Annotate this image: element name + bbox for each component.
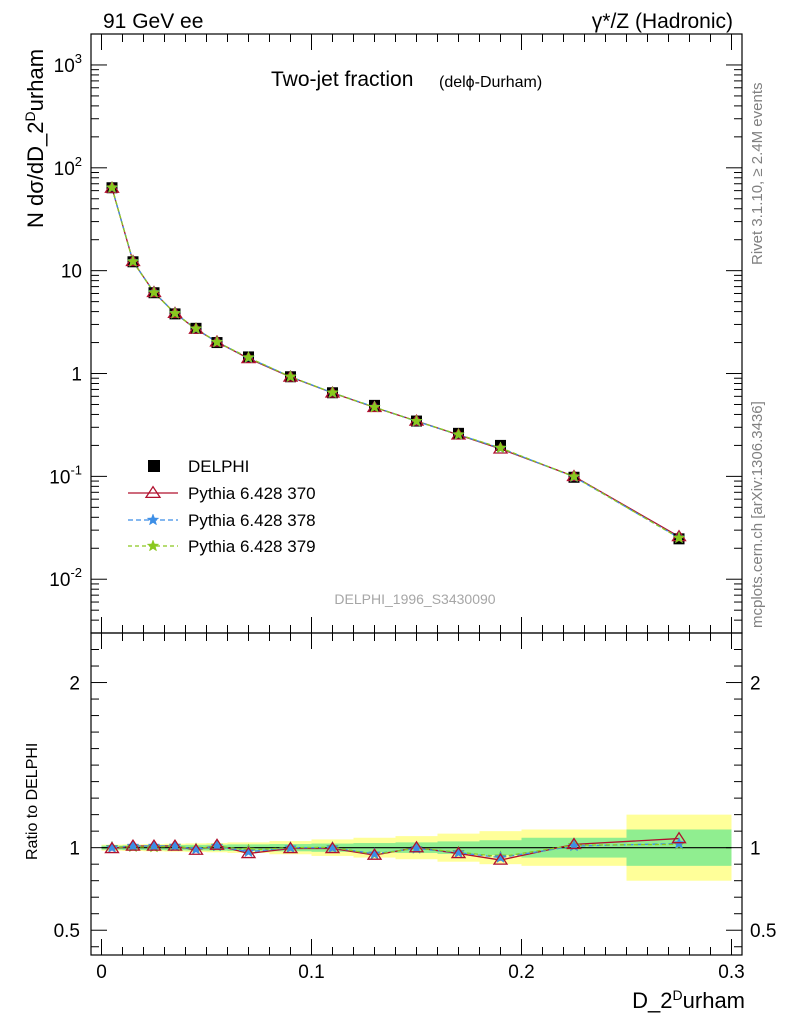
ratio-point-370 (125, 838, 141, 851)
data-point-379 (672, 531, 686, 544)
ratio-y-axis-label: Ratio to DELPHI (24, 743, 41, 860)
x-axis-label: D_2Durham (632, 987, 745, 1013)
data-point-379 (168, 306, 182, 319)
data-point-379 (284, 370, 297, 383)
data-point-379 (567, 469, 581, 483)
legend-label: Pythia 6.428 379 (188, 537, 316, 556)
legend-label: DELPHI (188, 457, 249, 476)
ratio-panel: Ratio to DELPHI D_2Durham 0.5 0.5 1 1 2 2 0 0.1… (24, 632, 776, 1013)
header-left: 91 GeV ee (103, 10, 203, 33)
y-tick-label: 10-2 (49, 565, 82, 591)
ratio-y-tick-label-right: 1 (750, 839, 761, 860)
ratio-point-378 (105, 840, 119, 854)
data-point-379 (189, 321, 203, 335)
y-tick-label: 10 (61, 262, 82, 283)
ratio-y-tick-label-right: 0.5 (750, 921, 776, 942)
ratio-point-378 (452, 845, 465, 859)
data-point-379 (410, 414, 423, 427)
legend-marker-370 (144, 485, 162, 499)
legend-marker-delphi (148, 460, 160, 472)
ratio-panel-frame (90, 632, 743, 956)
legend-label: Pythia 6.428 378 (188, 511, 316, 530)
ratio-point-370 (492, 853, 509, 865)
x-tick-label: 0.2 (508, 962, 534, 983)
data-point-379 (210, 335, 224, 348)
data-point-379 (326, 385, 339, 399)
ratio-point-378 (368, 847, 381, 860)
ratio-point-370 (188, 843, 204, 855)
ratio-point-370 (167, 838, 183, 851)
x-tick-label: 0.1 (298, 962, 324, 983)
y-tick-label: 10-1 (49, 462, 82, 488)
ratio-point-370 (324, 841, 341, 854)
data-point-379 (126, 254, 140, 268)
ratio-point-378 (242, 845, 255, 858)
ratio-point-378 (494, 850, 507, 864)
ratio-point-370 (240, 846, 257, 859)
analysis-id: DELPHI_1996_S3430090 (334, 591, 495, 607)
y-tick-label: 103 (54, 51, 82, 77)
ratio-point-378 (147, 839, 161, 852)
data-point-379 (494, 441, 507, 454)
ratio-point-378 (126, 839, 140, 852)
legend-marker-star (146, 513, 160, 526)
ratio-point-370 (104, 841, 120, 854)
ratio-line-2 (111, 843, 680, 858)
ratio-point-370 (566, 837, 582, 850)
data-point-379 (147, 285, 161, 299)
main-panel: Two-jet fraction (delϕ-Durham) N dσ/dD_2… (22, 33, 743, 634)
data-point-379 (452, 427, 465, 440)
ratio-y-tick-label: 0.5 (54, 921, 80, 942)
ratio-point-370 (146, 838, 162, 851)
ratio-axes: 0.5 0.5 1 1 2 2 0 0.1 0.2 0.3 (54, 633, 776, 983)
ratio-point-378 (189, 842, 203, 855)
legend-marker-star (146, 539, 160, 552)
main-subtitle: (delϕ-Durham) (439, 74, 542, 91)
legend-label: Pythia 6.428 370 (188, 484, 316, 503)
data-point-379 (368, 400, 381, 413)
ratio-y-tick-label-right: 2 (750, 674, 761, 695)
legend: DELPHI Pythia 6.428 370 Pythia 6.428 378 Py… (128, 457, 316, 556)
x-tick-label: 0.3 (718, 962, 744, 983)
ratio-point-370 (282, 841, 299, 854)
y-tick-label: 1 (71, 365, 82, 386)
ratio-point-370 (671, 831, 687, 844)
main-axes: 10-2 10-1 1 10 102 103 (49, 33, 742, 634)
header-right: γ*/Z (Hadronic) (592, 10, 733, 33)
data-point-379 (242, 350, 255, 363)
rivet-version: Rivet 3.1.10, ≥ 2.4M events (749, 83, 766, 266)
ratio-point-370 (209, 838, 225, 850)
ratio-point-370 (366, 848, 383, 860)
y-tick-label: 102 (54, 154, 82, 180)
ratio-y-tick-label: 2 (69, 674, 80, 695)
ratio-data (104, 831, 687, 865)
ratio-point-370 (450, 846, 467, 859)
ratio-point-378 (210, 839, 224, 852)
ratio-point-378 (168, 839, 182, 852)
y-axis-label: N dσ/dD_2Durham (22, 49, 48, 228)
ratio-y-tick-label: 1 (69, 839, 80, 860)
ratio-point-378 (284, 840, 297, 854)
ratio-point-370 (408, 840, 425, 853)
mcplots-credit: mcplots.cern.ch [arXiv:1306.3436] (749, 401, 766, 628)
x-tick-label: 0 (96, 962, 107, 983)
ratio-point-378 (410, 841, 423, 854)
data-point-379 (105, 180, 119, 194)
main-data (104, 180, 687, 545)
ratio-point-378 (326, 840, 339, 854)
main-title: Two-jet fraction (271, 68, 413, 91)
